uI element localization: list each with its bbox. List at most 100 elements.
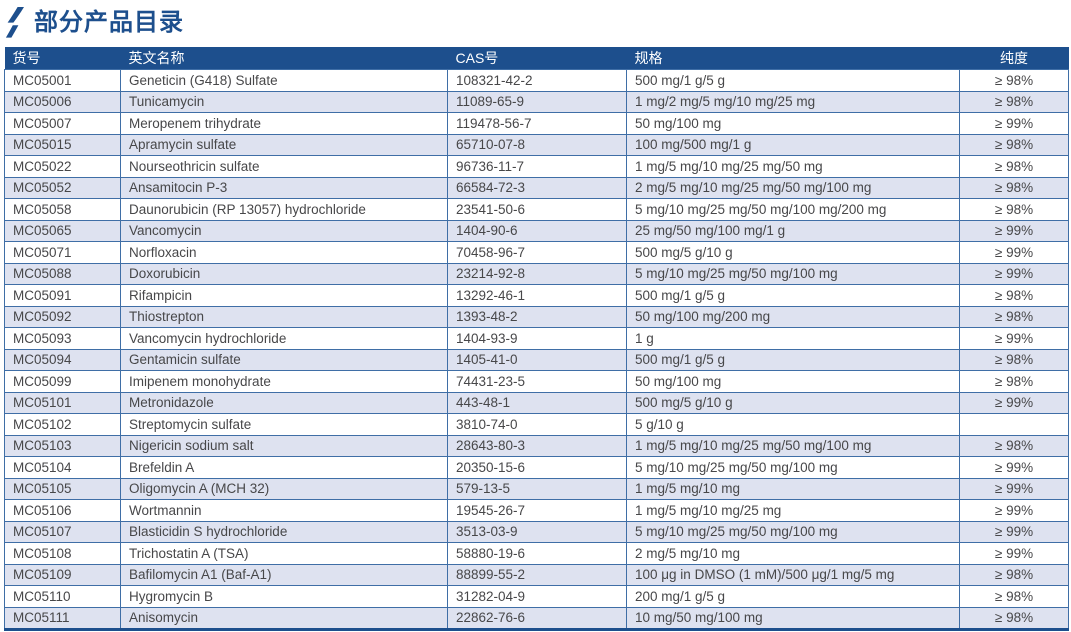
product-table-header: 货号 英文名称 CAS号 规格 纯度 (4, 47, 1069, 70)
cell-spec: 500 mg/1 g/5 g (626, 284, 960, 307)
table-row: MC05109 Bafilomycin A1 (Baf-A1) 88899-55… (4, 563, 1069, 586)
cell-name: Geneticin (G418) Sulfate (120, 69, 448, 92)
cell-purity: ≥ 99% (959, 262, 1069, 285)
cell-cas: 65710-07-8 (447, 133, 627, 156)
table-row: MC05111 Anisomycin 22862-76-6 10 mg/50 m… (4, 606, 1069, 630)
cell-name: Daunorubicin (RP 13057) hydrochloride (120, 198, 448, 221)
cell-spec: 1 mg/5 mg/10 mg/25 mg/50 mg/100 mg (626, 434, 960, 457)
table-row: MC05110 Hygromycin B 31282-04-9 200 mg/1… (4, 585, 1069, 608)
table-row: MC05006 Tunicamycin 11089-65-9 1 mg/2 mg… (4, 90, 1069, 113)
table-row: MC05093 Vancomycin hydrochloride 1404-93… (4, 327, 1069, 350)
table-row: MC05022 Nourseothricin sulfate 96736-11-… (4, 155, 1069, 178)
cell-catalog-no: MC05110 (4, 585, 121, 608)
cell-spec: 50 mg/100 mg/200 mg (626, 305, 960, 328)
cell-cas: 28643-80-3 (447, 434, 627, 457)
product-table: 货号 英文名称 CAS号 规格 纯度 MC05001 Geneticin (G4… (4, 47, 1069, 631)
cell-spec: 10 mg/50 mg/100 mg (626, 606, 960, 630)
cell-cas: 119478-56-7 (447, 112, 627, 135)
cell-catalog-no: MC05092 (4, 305, 121, 328)
cell-name: Bafilomycin A1 (Baf-A1) (120, 563, 448, 586)
cell-cas: 11089-65-9 (447, 90, 627, 113)
column-header-name: 英文名称 (120, 47, 448, 70)
table-row: MC05101 Metronidazole 443-48-1 500 mg/5 … (4, 391, 1069, 414)
cell-name: Meropenem trihydrate (120, 112, 448, 135)
cell-purity: ≥ 99% (959, 456, 1069, 479)
cell-name: Nigericin sodium salt (120, 434, 448, 457)
cell-spec: 2 mg/5 mg/10 mg (626, 542, 960, 565)
cell-catalog-no: MC05104 (4, 456, 121, 479)
cell-cas: 66584-72-3 (447, 176, 627, 199)
table-row: MC05105 Oligomycin A (MCH 32) 579-13-5 1… (4, 477, 1069, 500)
cell-purity: ≥ 98% (959, 176, 1069, 199)
cell-purity: ≥ 99% (959, 391, 1069, 414)
cell-cas: 579-13-5 (447, 477, 627, 500)
cell-catalog-no: MC05105 (4, 477, 121, 500)
cell-cas: 1404-93-9 (447, 327, 627, 350)
cell-catalog-no: MC05106 (4, 499, 121, 522)
cell-name: Metronidazole (120, 391, 448, 414)
cell-purity (959, 413, 1069, 436)
cell-catalog-no: MC05022 (4, 155, 121, 178)
cell-catalog-no: MC05091 (4, 284, 121, 307)
cell-spec: 5 mg/10 mg/25 mg/50 mg/100 mg (626, 520, 960, 543)
cell-spec: 5 mg/10 mg/25 mg/50 mg/100 mg (626, 262, 960, 285)
cell-spec: 100 μg in DMSO (1 mM)/500 μg/1 mg/5 mg (626, 563, 960, 586)
cell-catalog-no: MC05006 (4, 90, 121, 113)
cell-spec: 1 mg/5 mg/10 mg (626, 477, 960, 500)
cell-purity: ≥ 98% (959, 606, 1069, 630)
cell-name: Thiostrepton (120, 305, 448, 328)
cell-spec: 500 mg/1 g/5 g (626, 348, 960, 371)
cell-cas: 3810-74-0 (447, 413, 627, 436)
cell-purity: ≥ 99% (959, 542, 1069, 565)
page-title: 部分产品目录 (34, 8, 184, 36)
cell-catalog-no: MC05065 (4, 219, 121, 242)
table-row: MC05088 Doxorubicin 23214-92-8 5 mg/10 m… (4, 262, 1069, 285)
cell-catalog-no: MC05107 (4, 520, 121, 543)
cell-spec: 1 mg/5 mg/10 mg/25 mg/50 mg (626, 155, 960, 178)
cell-purity: ≥ 99% (959, 241, 1069, 264)
table-row: MC05106 Wortmannin 19545-26-7 1 mg/5 mg/… (4, 499, 1069, 522)
table-row: MC05091 Rifampicin 13292-46-1 500 mg/1 g… (4, 284, 1069, 307)
cell-name: Gentamicin sulfate (120, 348, 448, 371)
cell-catalog-no: MC05088 (4, 262, 121, 285)
cell-cas: 23541-50-6 (447, 198, 627, 221)
table-row: MC05092 Thiostrepton 1393-48-2 50 mg/100… (4, 305, 1069, 328)
cell-catalog-no: MC05015 (4, 133, 121, 156)
table-row: MC05015 Apramycin sulfate 65710-07-8 100… (4, 133, 1069, 156)
cell-purity: ≥ 98% (959, 563, 1069, 586)
cell-name: Oligomycin A (MCH 32) (120, 477, 448, 500)
cell-purity: ≥ 98% (959, 133, 1069, 156)
column-header-catalog-no: 货号 (4, 47, 121, 70)
table-row: MC05108 Trichostatin A (TSA) 58880-19-6 … (4, 542, 1069, 565)
table-row: MC05107 Blasticidin S hydrochloride 3513… (4, 520, 1069, 543)
cell-name: Anisomycin (120, 606, 448, 630)
cell-name: Wortmannin (120, 499, 448, 522)
cell-catalog-no: MC05093 (4, 327, 121, 350)
cell-cas: 58880-19-6 (447, 542, 627, 565)
cell-purity: ≥ 98% (959, 198, 1069, 221)
cell-catalog-no: MC05052 (4, 176, 121, 199)
cell-purity: ≥ 99% (959, 219, 1069, 242)
cell-purity: ≥ 98% (959, 155, 1069, 178)
table-row: MC05102 Streptomycin sulfate 3810-74-0 5… (4, 413, 1069, 436)
cell-purity: ≥ 99% (959, 499, 1069, 522)
cell-catalog-no: MC05007 (4, 112, 121, 135)
table-row: MC05094 Gentamicin sulfate 1405-41-0 500… (4, 348, 1069, 371)
cell-name: Norfloxacin (120, 241, 448, 264)
cell-spec: 500 mg/1 g/5 g (626, 69, 960, 92)
cell-purity: ≥ 99% (959, 112, 1069, 135)
cell-spec: 5 mg/10 mg/25 mg/50 mg/100 mg (626, 456, 960, 479)
cell-catalog-no: MC05099 (4, 370, 121, 393)
cell-catalog-no: MC05111 (4, 606, 121, 630)
cell-cas: 1405-41-0 (447, 348, 627, 371)
cell-purity: ≥ 98% (959, 305, 1069, 328)
cell-purity: ≥ 98% (959, 90, 1069, 113)
cell-name: Tunicamycin (120, 90, 448, 113)
cell-name: Vancomycin hydrochloride (120, 327, 448, 350)
table-row: MC05104 Brefeldin A 20350-15-6 5 mg/10 m… (4, 456, 1069, 479)
cell-spec: 500 mg/5 g/10 g (626, 241, 960, 264)
cell-purity: ≥ 98% (959, 69, 1069, 92)
table-row: MC05065 Vancomycin 1404-90-6 25 mg/50 mg… (4, 219, 1069, 242)
cell-cas: 74431-23-5 (447, 370, 627, 393)
cell-catalog-no: MC05058 (4, 198, 121, 221)
